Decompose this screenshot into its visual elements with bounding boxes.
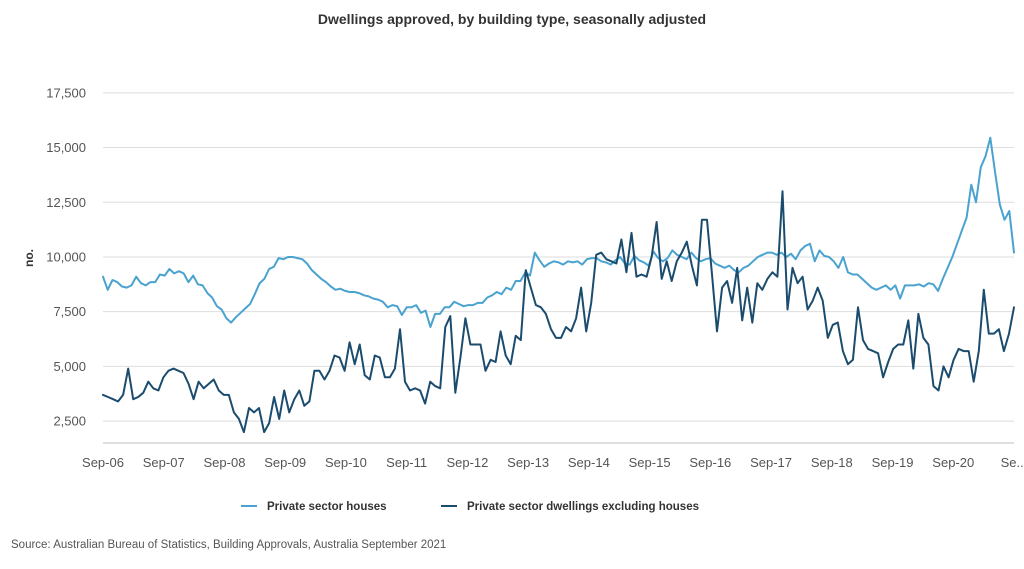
series-lines (102, 136, 1015, 434)
x-tick-label: Sep-08 (204, 455, 246, 470)
x-axis-ticks: Sep-06 Sep-07 Sep-08 Sep-09 Sep-10 Sep-11 Sep-… (82, 455, 1024, 470)
series-line-1 (102, 136, 1015, 328)
y-axis-ticks: 2,500 5,000 7,500 10,000 12,500 15,000 17,500 (46, 85, 86, 428)
x-tick-label: Sep-18 (811, 455, 853, 470)
x-tick-label: Sep-13 (507, 455, 549, 470)
x-tick-label: Sep-14 (568, 455, 610, 470)
x-tick-label: Sep-10 (325, 455, 367, 470)
x-tick-label: Sep-15 (629, 455, 671, 470)
x-tick-label: Sep-09 (264, 455, 306, 470)
chart-title: Dwellings approved, by building type, se… (317, 11, 707, 27)
source-note: Source: Australian Bureau of Statistics,… (11, 539, 447, 551)
y-tick-label: 10,000 (46, 249, 86, 264)
legend-label: Private sector houses (267, 501, 387, 513)
x-tick-label: Se... (1001, 455, 1024, 470)
x-tick-label: Sep-16 (689, 455, 731, 470)
x-tick-label: Sep-17 (750, 455, 792, 470)
series-line-2 (102, 190, 1015, 434)
x-tick-label: Sep-20 (932, 455, 974, 470)
x-tick-label: Sep-19 (872, 455, 914, 470)
y-tick-label: 12,500 (46, 195, 86, 210)
grid-lines (103, 92, 1014, 422)
legend-label: Private sector dwellings excluding house… (467, 501, 699, 513)
y-tick-label: 7,500 (53, 304, 86, 319)
y-tick-label: 2,500 (53, 414, 86, 429)
y-tick-label: 15,000 (46, 140, 86, 155)
x-tick-label: Sep-11 (386, 455, 427, 470)
x-tick-label: Sep-12 (446, 455, 488, 470)
legend: Private sector houses Private sector dwel… (241, 501, 699, 513)
y-axis-title: no. (22, 249, 36, 267)
x-tick-label: Sep-07 (143, 455, 185, 470)
x-tick-label: Sep-06 (82, 455, 124, 470)
y-tick-label: 17,500 (46, 85, 86, 100)
y-tick-label: 5,000 (53, 359, 86, 374)
